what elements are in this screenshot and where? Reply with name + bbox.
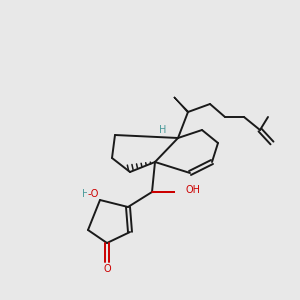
Text: O: O [103, 264, 111, 274]
Text: OH: OH [185, 185, 200, 195]
Text: H: H [82, 189, 90, 199]
Polygon shape [174, 97, 188, 112]
Text: -O: -O [87, 189, 99, 199]
Text: H: H [159, 125, 167, 135]
